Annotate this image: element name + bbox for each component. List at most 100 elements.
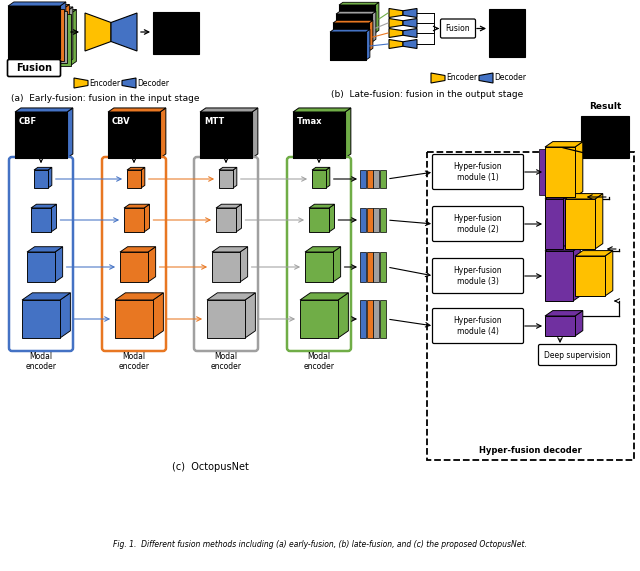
Polygon shape: [373, 170, 379, 188]
Polygon shape: [115, 300, 153, 338]
Polygon shape: [545, 142, 583, 147]
Polygon shape: [115, 293, 163, 300]
Polygon shape: [127, 167, 145, 170]
Text: (a)  Early-fusion: fusion in the input stage: (a) Early-fusion: fusion in the input st…: [11, 94, 199, 103]
Polygon shape: [403, 18, 417, 27]
Polygon shape: [489, 9, 525, 57]
Polygon shape: [141, 167, 145, 188]
Polygon shape: [15, 108, 73, 112]
Polygon shape: [330, 32, 366, 60]
Polygon shape: [367, 170, 372, 188]
Polygon shape: [545, 196, 568, 199]
Text: Fig. 1.  Different fusion methods including (a) early-fusion, (b) late-fusion, a: Fig. 1. Different fusion methods includi…: [113, 540, 527, 549]
Polygon shape: [240, 247, 248, 282]
Text: CBV: CBV: [112, 117, 131, 126]
Polygon shape: [108, 112, 160, 158]
Text: Fusion: Fusion: [16, 63, 52, 73]
Polygon shape: [380, 208, 385, 232]
Polygon shape: [366, 29, 370, 60]
Polygon shape: [545, 316, 575, 336]
Polygon shape: [300, 293, 348, 300]
Polygon shape: [219, 167, 237, 170]
Polygon shape: [333, 23, 369, 51]
Polygon shape: [124, 208, 144, 232]
FancyBboxPatch shape: [433, 259, 524, 293]
Polygon shape: [144, 204, 150, 232]
Polygon shape: [19, 14, 70, 66]
Polygon shape: [367, 252, 372, 282]
Polygon shape: [8, 6, 60, 58]
Text: Encoder: Encoder: [446, 74, 477, 82]
Text: Encoder: Encoder: [89, 78, 120, 87]
Text: CBF: CBF: [19, 117, 37, 126]
Polygon shape: [581, 116, 629, 158]
Polygon shape: [85, 13, 111, 51]
Polygon shape: [403, 39, 417, 49]
Polygon shape: [403, 29, 417, 38]
Text: Result: Result: [589, 102, 621, 111]
Polygon shape: [545, 246, 580, 251]
Polygon shape: [336, 11, 376, 14]
FancyBboxPatch shape: [433, 308, 524, 344]
Polygon shape: [216, 208, 236, 232]
Polygon shape: [160, 108, 166, 158]
Polygon shape: [120, 252, 148, 282]
Polygon shape: [27, 252, 55, 282]
Polygon shape: [545, 147, 575, 197]
Text: Modal
encoder: Modal encoder: [26, 352, 56, 371]
Polygon shape: [111, 13, 137, 51]
Polygon shape: [153, 12, 199, 54]
Polygon shape: [212, 252, 240, 282]
Polygon shape: [330, 32, 366, 60]
Polygon shape: [8, 6, 60, 58]
Polygon shape: [575, 256, 605, 296]
Polygon shape: [339, 5, 375, 33]
Polygon shape: [345, 108, 351, 158]
Text: Tmax: Tmax: [297, 117, 323, 126]
Polygon shape: [375, 2, 379, 33]
Polygon shape: [15, 7, 73, 11]
Polygon shape: [595, 194, 603, 249]
Polygon shape: [545, 311, 583, 316]
Polygon shape: [200, 112, 252, 158]
FancyBboxPatch shape: [440, 19, 476, 38]
Polygon shape: [12, 5, 69, 9]
Polygon shape: [563, 196, 568, 249]
Polygon shape: [403, 9, 417, 18]
Polygon shape: [575, 251, 613, 256]
Polygon shape: [333, 23, 369, 51]
Text: Hyper-fusion
module (4): Hyper-fusion module (4): [454, 316, 502, 336]
Polygon shape: [389, 29, 403, 38]
Polygon shape: [207, 300, 245, 338]
Polygon shape: [389, 9, 403, 18]
Text: (c)  OctopusNet: (c) OctopusNet: [172, 462, 248, 472]
Polygon shape: [108, 112, 160, 158]
Polygon shape: [329, 204, 335, 232]
Polygon shape: [51, 204, 56, 232]
Polygon shape: [122, 78, 136, 88]
Polygon shape: [330, 29, 370, 32]
Polygon shape: [15, 112, 67, 158]
Polygon shape: [67, 7, 73, 63]
Polygon shape: [312, 167, 330, 170]
Polygon shape: [293, 108, 351, 112]
Polygon shape: [360, 170, 366, 188]
Text: Fusion: Fusion: [445, 24, 470, 33]
Polygon shape: [200, 112, 252, 158]
Polygon shape: [48, 167, 52, 188]
Polygon shape: [22, 300, 60, 338]
Polygon shape: [333, 21, 373, 23]
Text: Modal
encoder: Modal encoder: [118, 352, 150, 371]
Text: Hyper-fusion
module (2): Hyper-fusion module (2): [454, 214, 502, 234]
Polygon shape: [31, 204, 56, 208]
Polygon shape: [380, 170, 385, 188]
Polygon shape: [605, 251, 613, 296]
Polygon shape: [372, 11, 376, 42]
Polygon shape: [300, 300, 338, 338]
Polygon shape: [336, 14, 372, 42]
Polygon shape: [216, 204, 241, 208]
Polygon shape: [309, 208, 329, 232]
Polygon shape: [575, 311, 583, 336]
Polygon shape: [373, 208, 379, 232]
Polygon shape: [31, 208, 51, 232]
